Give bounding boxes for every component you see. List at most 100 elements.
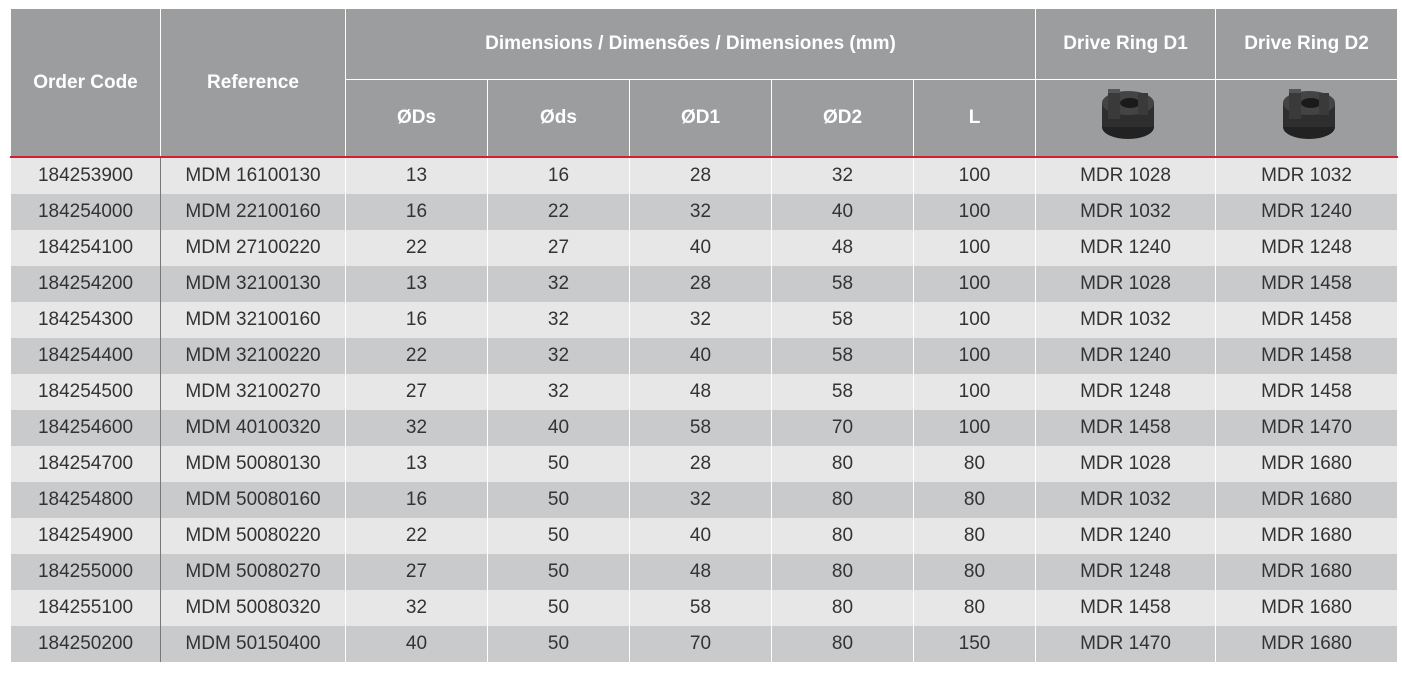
table-cell: MDM 16100130 bbox=[160, 157, 346, 194]
table-cell: 100 bbox=[913, 410, 1036, 446]
table-cell: 50 bbox=[487, 518, 630, 554]
header-cell: Reference bbox=[160, 8, 346, 158]
table-cell: 80 bbox=[913, 482, 1036, 518]
table-cell: 22 bbox=[345, 230, 488, 266]
table-cell: 100 bbox=[913, 302, 1036, 338]
table-cell: MDM 40100320 bbox=[160, 410, 346, 446]
table-cell: 184253900 bbox=[10, 157, 161, 194]
table-cell: 13 bbox=[345, 266, 488, 302]
table-cell: MDR 1028 bbox=[1035, 266, 1216, 302]
table-cell: 184254100 bbox=[10, 230, 161, 266]
table-cell: MDR 1248 bbox=[1035, 374, 1216, 410]
table-cell: 16 bbox=[345, 482, 488, 518]
subheader-cell: ØD2 bbox=[771, 79, 914, 158]
table-cell: 50 bbox=[487, 446, 630, 482]
table-cell: 28 bbox=[629, 266, 772, 302]
table-cell: 50 bbox=[487, 590, 630, 626]
table-cell: MDR 1240 bbox=[1035, 518, 1216, 554]
table-cell: 16 bbox=[345, 302, 488, 338]
table-cell: MDR 1470 bbox=[1215, 410, 1398, 446]
table-cell: 27 bbox=[487, 230, 630, 266]
table-row: 184254300 MDM 32100160 16 32 32 58 100 MDR 1032… bbox=[10, 302, 1398, 338]
table-cell: 80 bbox=[771, 626, 914, 662]
table-cell: 40 bbox=[629, 338, 772, 374]
table-row: 184255000 MDM 50080270 27 50 48 80 80 MDR 1248 M… bbox=[10, 554, 1398, 590]
table-cell: 184254800 bbox=[10, 482, 161, 518]
subheader-cell: ØD1 bbox=[629, 79, 772, 158]
table-cell: 80 bbox=[913, 518, 1036, 554]
table-cell: MDR 1458 bbox=[1215, 338, 1398, 374]
header-cell: Order Code bbox=[10, 8, 161, 158]
table-cell: 40 bbox=[345, 626, 488, 662]
table-cell: 184254400 bbox=[10, 338, 161, 374]
table-cell: 32 bbox=[487, 266, 630, 302]
table-cell: 58 bbox=[771, 302, 914, 338]
table-cell: MDR 1458 bbox=[1035, 590, 1216, 626]
table-cell: 13 bbox=[345, 157, 488, 194]
table-cell: 80 bbox=[771, 554, 914, 590]
table-cell: 22 bbox=[345, 518, 488, 554]
table-row: 184253900 MDM 16100130 13 16 28 32 100 MDR 1028… bbox=[10, 157, 1398, 194]
table-cell: 40 bbox=[629, 518, 772, 554]
table-cell: 16 bbox=[487, 157, 630, 194]
table-cell: 80 bbox=[771, 518, 914, 554]
table-row: 184254800 MDM 50080160 16 50 32 80 80 MDR 1032 M… bbox=[10, 482, 1398, 518]
drive-ring-icon bbox=[1101, 89, 1154, 139]
table-row: 184254000 MDM 22100160 16 22 32 40 100 MDR 1032… bbox=[10, 194, 1398, 230]
table-cell: 184254000 bbox=[10, 194, 161, 230]
table-cell: 28 bbox=[629, 157, 772, 194]
table-cell: MDR 1458 bbox=[1215, 302, 1398, 338]
table-row: 184254600 MDM 40100320 32 40 58 70 100 MDR 1458… bbox=[10, 410, 1398, 446]
table-cell: 58 bbox=[771, 266, 914, 302]
table-cell: 184250200 bbox=[10, 626, 161, 662]
table-cell: MDM 50150400 bbox=[160, 626, 346, 662]
table-cell: 100 bbox=[913, 157, 1036, 194]
table-cell: 184254900 bbox=[10, 518, 161, 554]
table-cell: 50 bbox=[487, 626, 630, 662]
table-cell: 50 bbox=[487, 482, 630, 518]
table-cell: 184254600 bbox=[10, 410, 161, 446]
table-cell: 100 bbox=[913, 194, 1036, 230]
table-cell: 48 bbox=[771, 230, 914, 266]
table-cell: 70 bbox=[629, 626, 772, 662]
table-cell: 32 bbox=[487, 374, 630, 410]
table-cell: MDR 1028 bbox=[1035, 157, 1216, 194]
table-cell: MDR 1458 bbox=[1035, 410, 1216, 446]
table-cell: 100 bbox=[913, 230, 1036, 266]
table-cell: 27 bbox=[345, 554, 488, 590]
table-cell: MDM 32100160 bbox=[160, 302, 346, 338]
ring-image-cell bbox=[1215, 79, 1398, 158]
table-cell: MDR 1680 bbox=[1215, 590, 1398, 626]
table-cell: 58 bbox=[771, 338, 914, 374]
table-cell: 58 bbox=[771, 374, 914, 410]
table-cell: 70 bbox=[771, 410, 914, 446]
table-cell: 32 bbox=[771, 157, 914, 194]
table-cell: 80 bbox=[771, 482, 914, 518]
table-cell: 184255000 bbox=[10, 554, 161, 590]
table-cell: MDR 1458 bbox=[1215, 266, 1398, 302]
table-cell: MDR 1470 bbox=[1035, 626, 1216, 662]
table-cell: MDR 1240 bbox=[1035, 338, 1216, 374]
table-cell: MDR 1458 bbox=[1215, 374, 1398, 410]
table-cell: MDM 50080270 bbox=[160, 554, 346, 590]
table-cell: 80 bbox=[913, 590, 1036, 626]
table-cell: 58 bbox=[629, 410, 772, 446]
table-cell: 48 bbox=[629, 374, 772, 410]
header-cell: Drive Ring D2 bbox=[1215, 8, 1398, 80]
table-cell: 184254200 bbox=[10, 266, 161, 302]
table-cell: 32 bbox=[629, 302, 772, 338]
header-cell: Drive Ring D1 bbox=[1035, 8, 1216, 80]
table-cell: 40 bbox=[771, 194, 914, 230]
table-cell: 48 bbox=[629, 554, 772, 590]
subheader-cell: Øds bbox=[487, 79, 630, 158]
table-cell: MDR 1680 bbox=[1215, 446, 1398, 482]
table-cell: 80 bbox=[913, 554, 1036, 590]
table-row: 184255100 MDM 50080320 32 50 58 80 80 MDR 1458 M… bbox=[10, 590, 1398, 626]
table-row: 184254500 MDM 32100270 27 32 48 58 100 MDR 1248… bbox=[10, 374, 1398, 410]
table-cell: MDR 1240 bbox=[1035, 230, 1216, 266]
table-cell: MDM 32100220 bbox=[160, 338, 346, 374]
table-cell: 22 bbox=[487, 194, 630, 230]
header-cell: Dimensions / Dimensões / Dimensiones (mm… bbox=[345, 8, 1036, 80]
table-body: 184253900 MDM 16100130 13 16 28 32 100 MDR 1028… bbox=[10, 157, 1398, 662]
